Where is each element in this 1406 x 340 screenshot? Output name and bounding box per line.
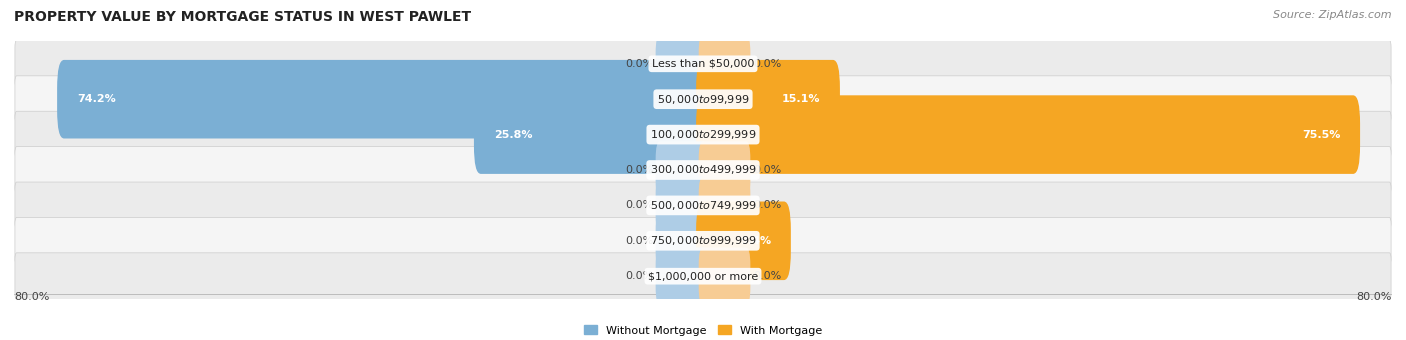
FancyBboxPatch shape [15,147,1391,193]
Text: $50,000 to $99,999: $50,000 to $99,999 [657,93,749,106]
FancyBboxPatch shape [696,202,790,280]
Text: Less than $50,000: Less than $50,000 [652,59,754,69]
Text: 0.0%: 0.0% [624,271,652,281]
FancyBboxPatch shape [696,60,839,138]
FancyBboxPatch shape [655,212,707,270]
FancyBboxPatch shape [655,141,707,199]
Text: 0.0%: 0.0% [624,200,652,210]
FancyBboxPatch shape [655,35,707,92]
Text: $1,000,000 or more: $1,000,000 or more [648,271,758,281]
Text: 80.0%: 80.0% [14,292,49,302]
FancyBboxPatch shape [699,141,751,199]
Text: $750,000 to $999,999: $750,000 to $999,999 [650,234,756,247]
Text: 74.2%: 74.2% [77,94,115,104]
Text: 0.0%: 0.0% [624,236,652,246]
FancyBboxPatch shape [655,177,707,234]
FancyBboxPatch shape [474,95,710,174]
FancyBboxPatch shape [15,40,1391,87]
FancyBboxPatch shape [15,253,1391,300]
Text: 15.1%: 15.1% [782,94,820,104]
Text: $100,000 to $299,999: $100,000 to $299,999 [650,128,756,141]
FancyBboxPatch shape [15,111,1391,158]
Text: $500,000 to $749,999: $500,000 to $749,999 [650,199,756,212]
Text: 0.0%: 0.0% [754,200,782,210]
FancyBboxPatch shape [15,218,1391,264]
Text: 0.0%: 0.0% [754,271,782,281]
Text: $300,000 to $499,999: $300,000 to $499,999 [650,164,756,176]
Text: 25.8%: 25.8% [494,130,533,140]
Text: 0.0%: 0.0% [624,59,652,69]
FancyBboxPatch shape [15,182,1391,229]
Text: PROPERTY VALUE BY MORTGAGE STATUS IN WEST PAWLET: PROPERTY VALUE BY MORTGAGE STATUS IN WES… [14,10,471,24]
Text: 0.0%: 0.0% [754,165,782,175]
Text: 80.0%: 80.0% [1357,292,1392,302]
Text: 75.5%: 75.5% [1302,130,1340,140]
Text: 0.0%: 0.0% [754,59,782,69]
FancyBboxPatch shape [699,248,751,305]
Text: 9.4%: 9.4% [740,236,770,246]
FancyBboxPatch shape [655,248,707,305]
FancyBboxPatch shape [699,35,751,92]
FancyBboxPatch shape [699,177,751,234]
FancyBboxPatch shape [696,95,1360,174]
FancyBboxPatch shape [58,60,710,138]
Text: 0.0%: 0.0% [624,165,652,175]
Text: Source: ZipAtlas.com: Source: ZipAtlas.com [1274,10,1392,20]
Legend: Without Mortgage, With Mortgage: Without Mortgage, With Mortgage [579,321,827,340]
FancyBboxPatch shape [15,76,1391,122]
